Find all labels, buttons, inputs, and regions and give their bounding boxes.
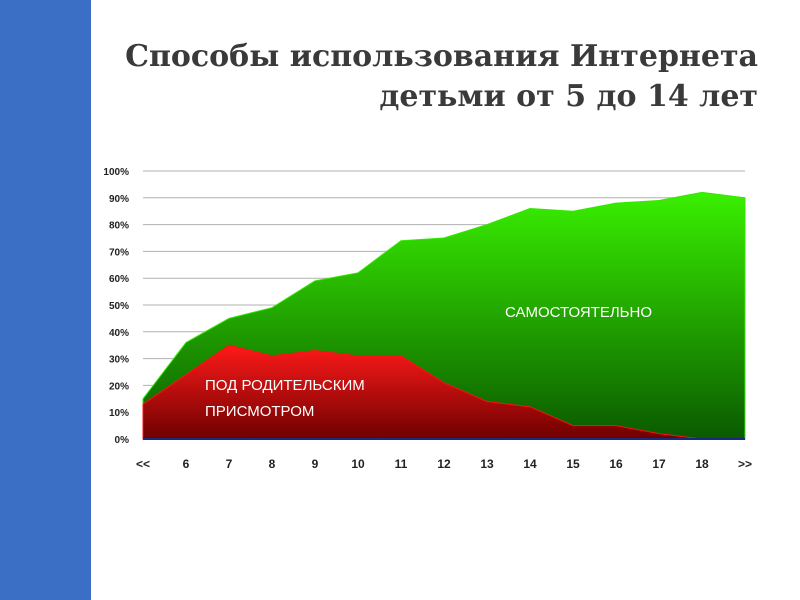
y-tick-label: 0% (115, 435, 130, 446)
side-bar (0, 0, 91, 600)
area (142, 344, 745, 440)
y-tick-label: 50% (109, 301, 129, 312)
x-tick-label: 14 (523, 457, 537, 471)
title-line: Способы использования Интернета (125, 39, 758, 74)
series-label: ПРИСМОТРОМ (205, 403, 314, 420)
x-tick-label: 16 (609, 457, 623, 471)
x-tick-label: 6 (183, 457, 190, 471)
x-tick-label: 9 (312, 457, 319, 471)
x-tick-label: 15 (566, 457, 580, 471)
x-tick-label: 17 (652, 457, 666, 471)
x-tick-label: 18 (695, 457, 709, 471)
x-tick-label: 10 (351, 457, 365, 471)
title-line: детьми от 5 до 14 лет (379, 79, 758, 114)
x-tick-label: 7 (226, 457, 233, 471)
series-label: САМОСТОЯТЕЛЬНО (505, 304, 652, 321)
y-tick-label: 20% (109, 381, 129, 392)
x-tick-label: 13 (480, 457, 494, 471)
y-tick-label: 40% (109, 328, 129, 339)
plot: 0% 10% 20% 30% 40% 50% 60% 70% 80% 90% 100% << 6 7 8 9 1… (103, 167, 752, 471)
y-tick-label: 90% (109, 194, 129, 205)
y-tick-label: 100% (103, 167, 129, 178)
x-tick-label: << (136, 457, 150, 471)
y-tick-label: 60% (109, 274, 129, 285)
series-label: ПОД РОДИТЕЛЬСКИМ (205, 377, 365, 394)
x-tick-label: >> (738, 457, 752, 471)
y-tick-label: 10% (109, 408, 129, 419)
x-tick-label: 8 (269, 457, 276, 471)
y-tick-label: 30% (109, 355, 129, 366)
y-tick-label: 70% (109, 247, 129, 258)
x-tick-label: 12 (437, 457, 451, 471)
x-tick-label: 11 (395, 457, 408, 471)
y-tick-label: 80% (109, 221, 129, 232)
